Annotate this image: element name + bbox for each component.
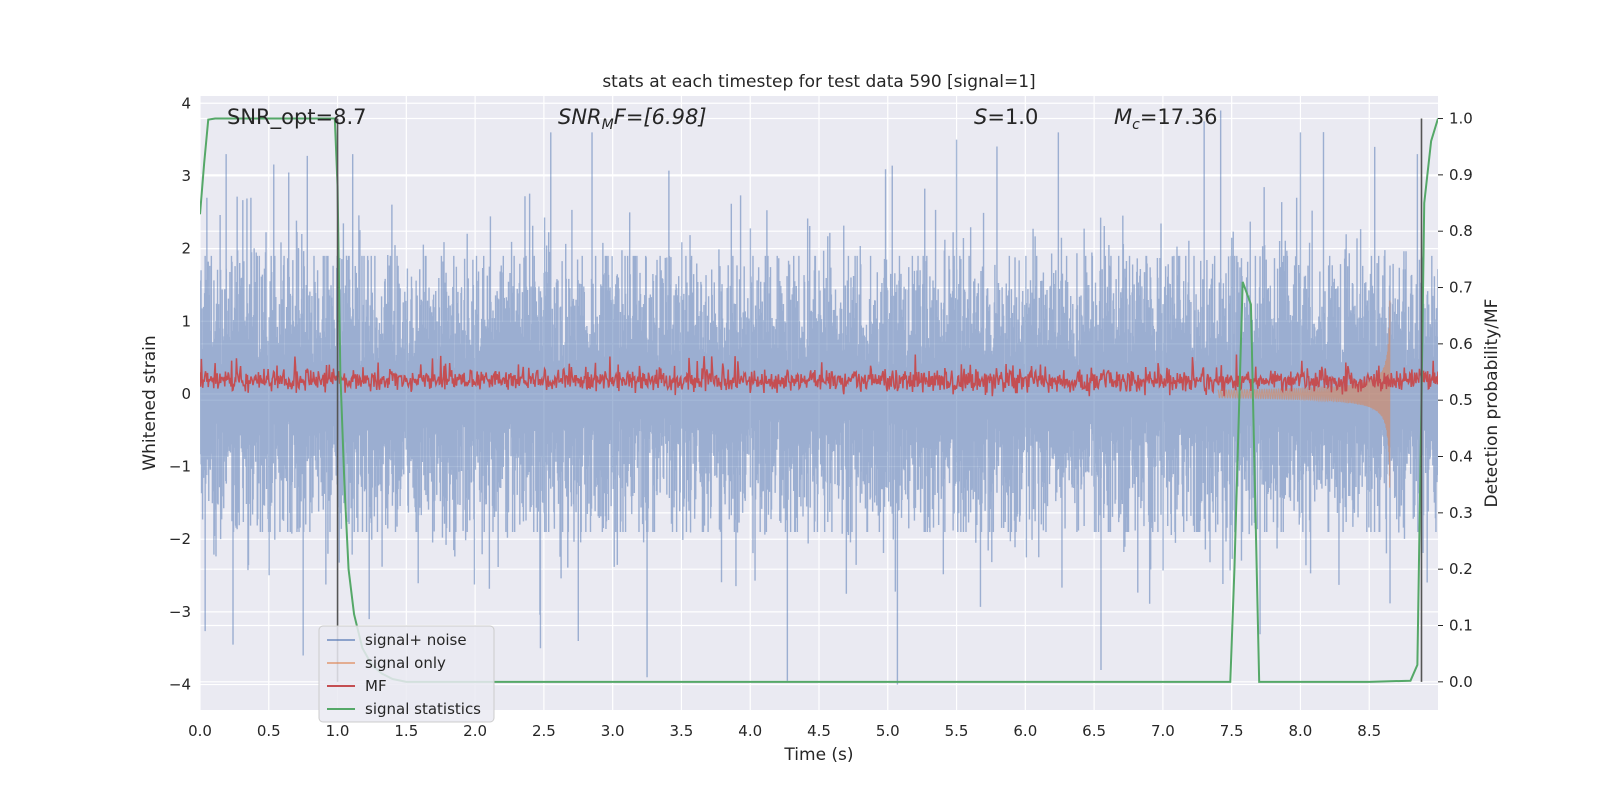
x-tick-label: 7.0 [1151, 722, 1175, 740]
x-axis-label: Time (s) [783, 745, 853, 765]
annotation-snr-mf-main: SNR [558, 105, 602, 129]
x-tick-label: 0.5 [257, 722, 281, 740]
x-tick-label: 5.0 [876, 722, 900, 740]
y-axis-label-right: Detection probability/MF [1482, 299, 1502, 508]
chart-title: stats at each timestep for test data 590… [602, 72, 1035, 92]
x-tick-label: 8.0 [1289, 722, 1313, 740]
y-tick-label-left: 1 [181, 312, 191, 330]
y-tick-label-right: 0.7 [1449, 279, 1473, 297]
x-tick-label: 4.5 [807, 722, 831, 740]
y-tick-label-right: 0.4 [1449, 448, 1473, 466]
legend-label: signal only [365, 654, 446, 672]
x-tick-label: 4.0 [738, 722, 762, 740]
annotation-mc: Mc=17.36 [1114, 105, 1218, 133]
x-tick-label: 6.5 [1082, 722, 1106, 740]
annotation-s-rest: =1.0 [987, 105, 1038, 129]
series-mf [200, 354, 1438, 397]
x-tick-label: 5.5 [945, 722, 969, 740]
x-tick-label: 8.5 [1357, 722, 1381, 740]
annotation-snr-mf-sub: M [602, 117, 614, 133]
y-tick-label-right: 0.5 [1449, 391, 1473, 409]
legend-box [318, 625, 495, 723]
axes-text: 0.0 0.5 1.0 1.5 2.0 2.5 3.0 3.5 4.0 4.5 5.0 5.5 6.0 6… [169, 94, 1473, 740]
x-tick-label: 2.0 [463, 722, 487, 740]
y-tick-label-left: −2 [169, 530, 191, 548]
y-tick-label-left: 2 [181, 240, 191, 258]
y-tick-label-right: 0.2 [1449, 560, 1473, 578]
annotation-snr-mf: SNRMF=[6.98] [558, 105, 707, 133]
y-tick-label-right: 0.3 [1449, 504, 1473, 522]
y-tick-label-left: 3 [181, 167, 191, 185]
legend-label: signal statistics [365, 700, 481, 718]
x-tick-label: 3.0 [601, 722, 625, 740]
legend-label: MF [365, 677, 387, 695]
y-tick-label-left: −4 [169, 676, 191, 694]
annotation-snr-opt: SNR_opt=8.7 [227, 105, 367, 130]
x-tick-label: 2.5 [532, 722, 556, 740]
legend-label: signal+ noise [365, 631, 467, 649]
x-tick-label: 3.5 [670, 722, 694, 740]
x-tick-label: 6.0 [1013, 722, 1037, 740]
y-tick-label-left: 0 [181, 385, 191, 403]
y-tick-label-right: 0.1 [1449, 617, 1473, 635]
x-tick-label: 1.0 [326, 722, 350, 740]
legend: signal+ noise signal only MF signal statist… [318, 625, 495, 723]
y-tick-label-right: 0.9 [1449, 166, 1473, 184]
annotation-s-main: S [974, 105, 987, 129]
x-tick-label: 7.5 [1220, 722, 1244, 740]
y-tick-label-right: 0.8 [1449, 222, 1473, 240]
y-tick-label-left: −3 [169, 603, 191, 621]
y-tick-label-right: 0.6 [1449, 335, 1473, 353]
annotation-mc-main: M [1114, 105, 1132, 129]
annotation-mc-sub: c [1132, 117, 1140, 133]
annotation-mc-rest: =17.36 [1140, 105, 1218, 129]
x-tick-label: 0.0 [188, 722, 212, 740]
y-tick-label-left: 4 [181, 94, 191, 112]
annotation-s: S=1.0 [974, 105, 1038, 129]
y-axis-label-left: Whitened strain [140, 335, 160, 470]
vertical-markers [336, 118, 1423, 682]
y-tick-label-right: 1.0 [1449, 110, 1473, 128]
x-tick-label: 1.5 [394, 722, 418, 740]
y-tick-label-right: 0.0 [1449, 673, 1473, 691]
y-tick-label-left: −1 [169, 458, 191, 476]
annotation-snr-mf-rest: F=[6.98] [614, 105, 707, 129]
